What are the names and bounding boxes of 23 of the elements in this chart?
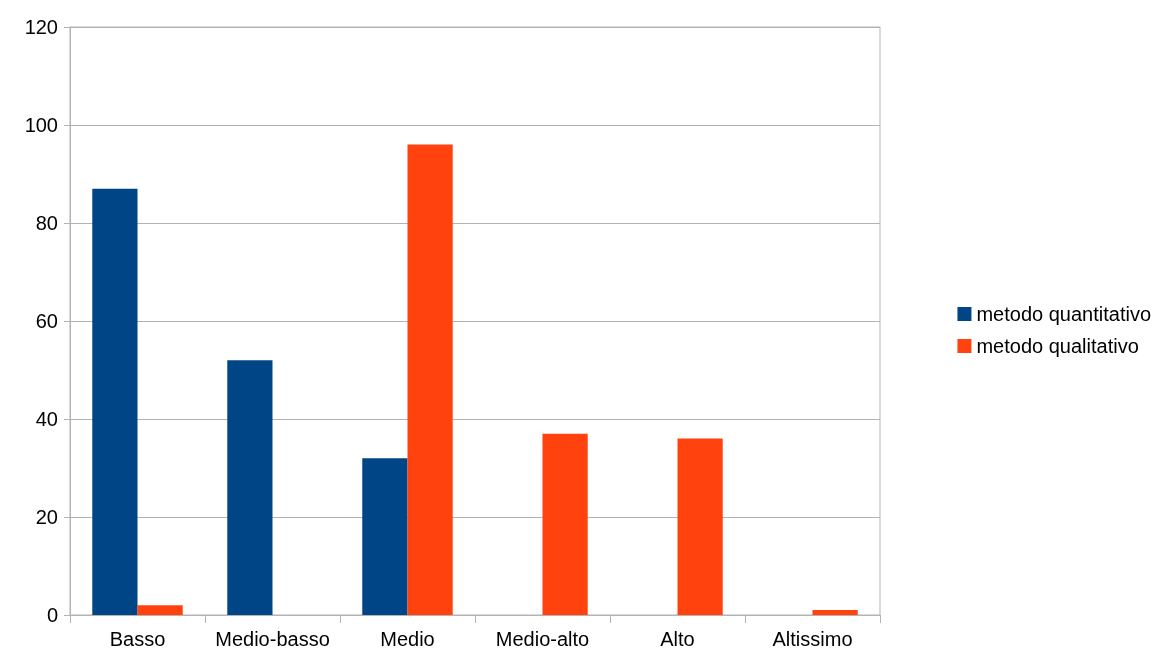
- bar: [227, 360, 273, 615]
- x-tick-label: Basso: [109, 628, 166, 650]
- x-tick-label: Medio-alto: [495, 628, 590, 650]
- y-tick-label: 20: [35, 506, 58, 528]
- y-tick-label: 60: [35, 310, 58, 332]
- bar: [137, 605, 183, 615]
- legend-label: metodo quantitativo: [976, 303, 1151, 325]
- bar: [407, 144, 453, 615]
- bar: [362, 458, 408, 615]
- bar: [542, 433, 588, 615]
- x-tick-label: Medio: [380, 628, 435, 650]
- bar: [677, 438, 723, 615]
- y-tick-label: 100: [24, 114, 58, 136]
- bar: [812, 610, 858, 615]
- legend-label: metodo qualitativo: [976, 335, 1139, 357]
- bar: [92, 188, 138, 615]
- x-tick-label: Medio-basso: [215, 628, 330, 650]
- y-tick-label: 120: [24, 16, 58, 38]
- x-tick-label: Altissimo: [772, 628, 853, 650]
- y-tick-label: 40: [35, 408, 58, 430]
- y-tick-label: 0: [46, 604, 58, 626]
- y-tick-label: 80: [35, 212, 58, 234]
- x-tick-label: Alto: [660, 628, 695, 650]
